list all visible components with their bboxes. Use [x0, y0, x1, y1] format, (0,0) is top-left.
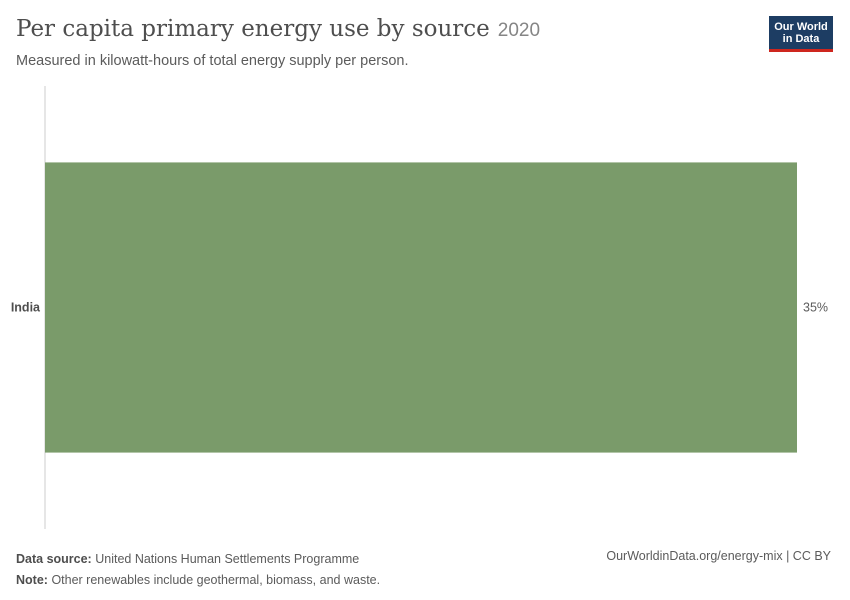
chart-year: 2020 [497, 20, 541, 41]
note-label: Note: [16, 573, 48, 587]
value-label: 35% [803, 301, 828, 315]
data-source-value: United Nations Human Settlements Program… [95, 552, 360, 566]
bar[interactable] [45, 162, 797, 453]
bar-chart: India 35% [11, 86, 828, 529]
owid-logo[interactable]: Our World in Data [769, 16, 833, 52]
logo-line-1: Our World [774, 20, 828, 33]
note-line: Note: Other renewables include geotherma… [16, 570, 380, 591]
chart-title: Per capita primary energy use by source [16, 16, 490, 42]
note-value: Other renewables include geothermal, bio… [51, 573, 381, 587]
title-row: Per capita primary energy use by source … [16, 16, 540, 42]
data-source-label: Data source: [16, 552, 92, 566]
logo-line-2: in Data [782, 32, 820, 45]
chart-subtitle: Measured in kilowatt-hours of total ener… [16, 53, 409, 69]
data-source-line: Data source: United Nations Human Settle… [16, 549, 380, 570]
category-label: India [11, 301, 41, 315]
footer-credit[interactable]: OurWorldinData.org/energy-mix | CC BY [606, 549, 831, 563]
footer-notes: Data source: United Nations Human Settle… [16, 549, 380, 591]
